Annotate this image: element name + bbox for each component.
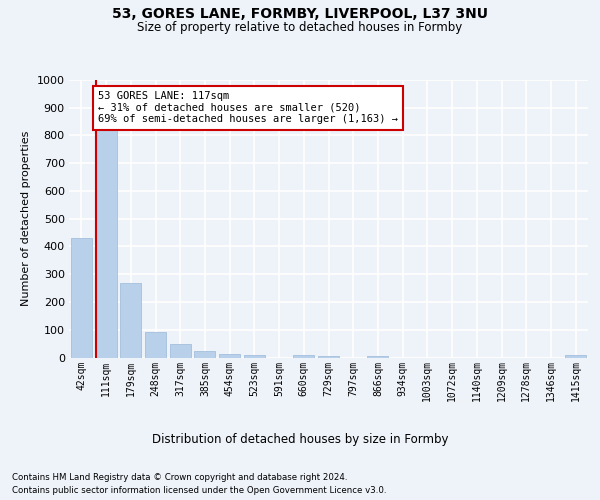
Bar bbox=[120, 282, 141, 358]
Text: Contains public sector information licensed under the Open Government Licence v3: Contains public sector information licen… bbox=[12, 486, 386, 495]
Text: 53 GORES LANE: 117sqm
← 31% of detached houses are smaller (520)
69% of semi-det: 53 GORES LANE: 117sqm ← 31% of detached … bbox=[98, 91, 398, 124]
Bar bbox=[219, 354, 240, 358]
Text: Size of property relative to detached houses in Formby: Size of property relative to detached ho… bbox=[137, 21, 463, 34]
Bar bbox=[293, 355, 314, 358]
Text: Contains HM Land Registry data © Crown copyright and database right 2024.: Contains HM Land Registry data © Crown c… bbox=[12, 472, 347, 482]
Text: Distribution of detached houses by size in Formby: Distribution of detached houses by size … bbox=[152, 432, 448, 446]
Bar bbox=[95, 130, 116, 358]
Bar bbox=[367, 356, 388, 358]
Y-axis label: Number of detached properties: Number of detached properties bbox=[21, 131, 31, 306]
Bar bbox=[318, 356, 339, 358]
Bar bbox=[71, 238, 92, 358]
Bar bbox=[170, 344, 191, 358]
Text: 53, GORES LANE, FORMBY, LIVERPOOL, L37 3NU: 53, GORES LANE, FORMBY, LIVERPOOL, L37 3… bbox=[112, 8, 488, 22]
Bar bbox=[565, 356, 586, 358]
Bar bbox=[244, 355, 265, 358]
Bar bbox=[194, 352, 215, 358]
Bar bbox=[145, 332, 166, 357]
